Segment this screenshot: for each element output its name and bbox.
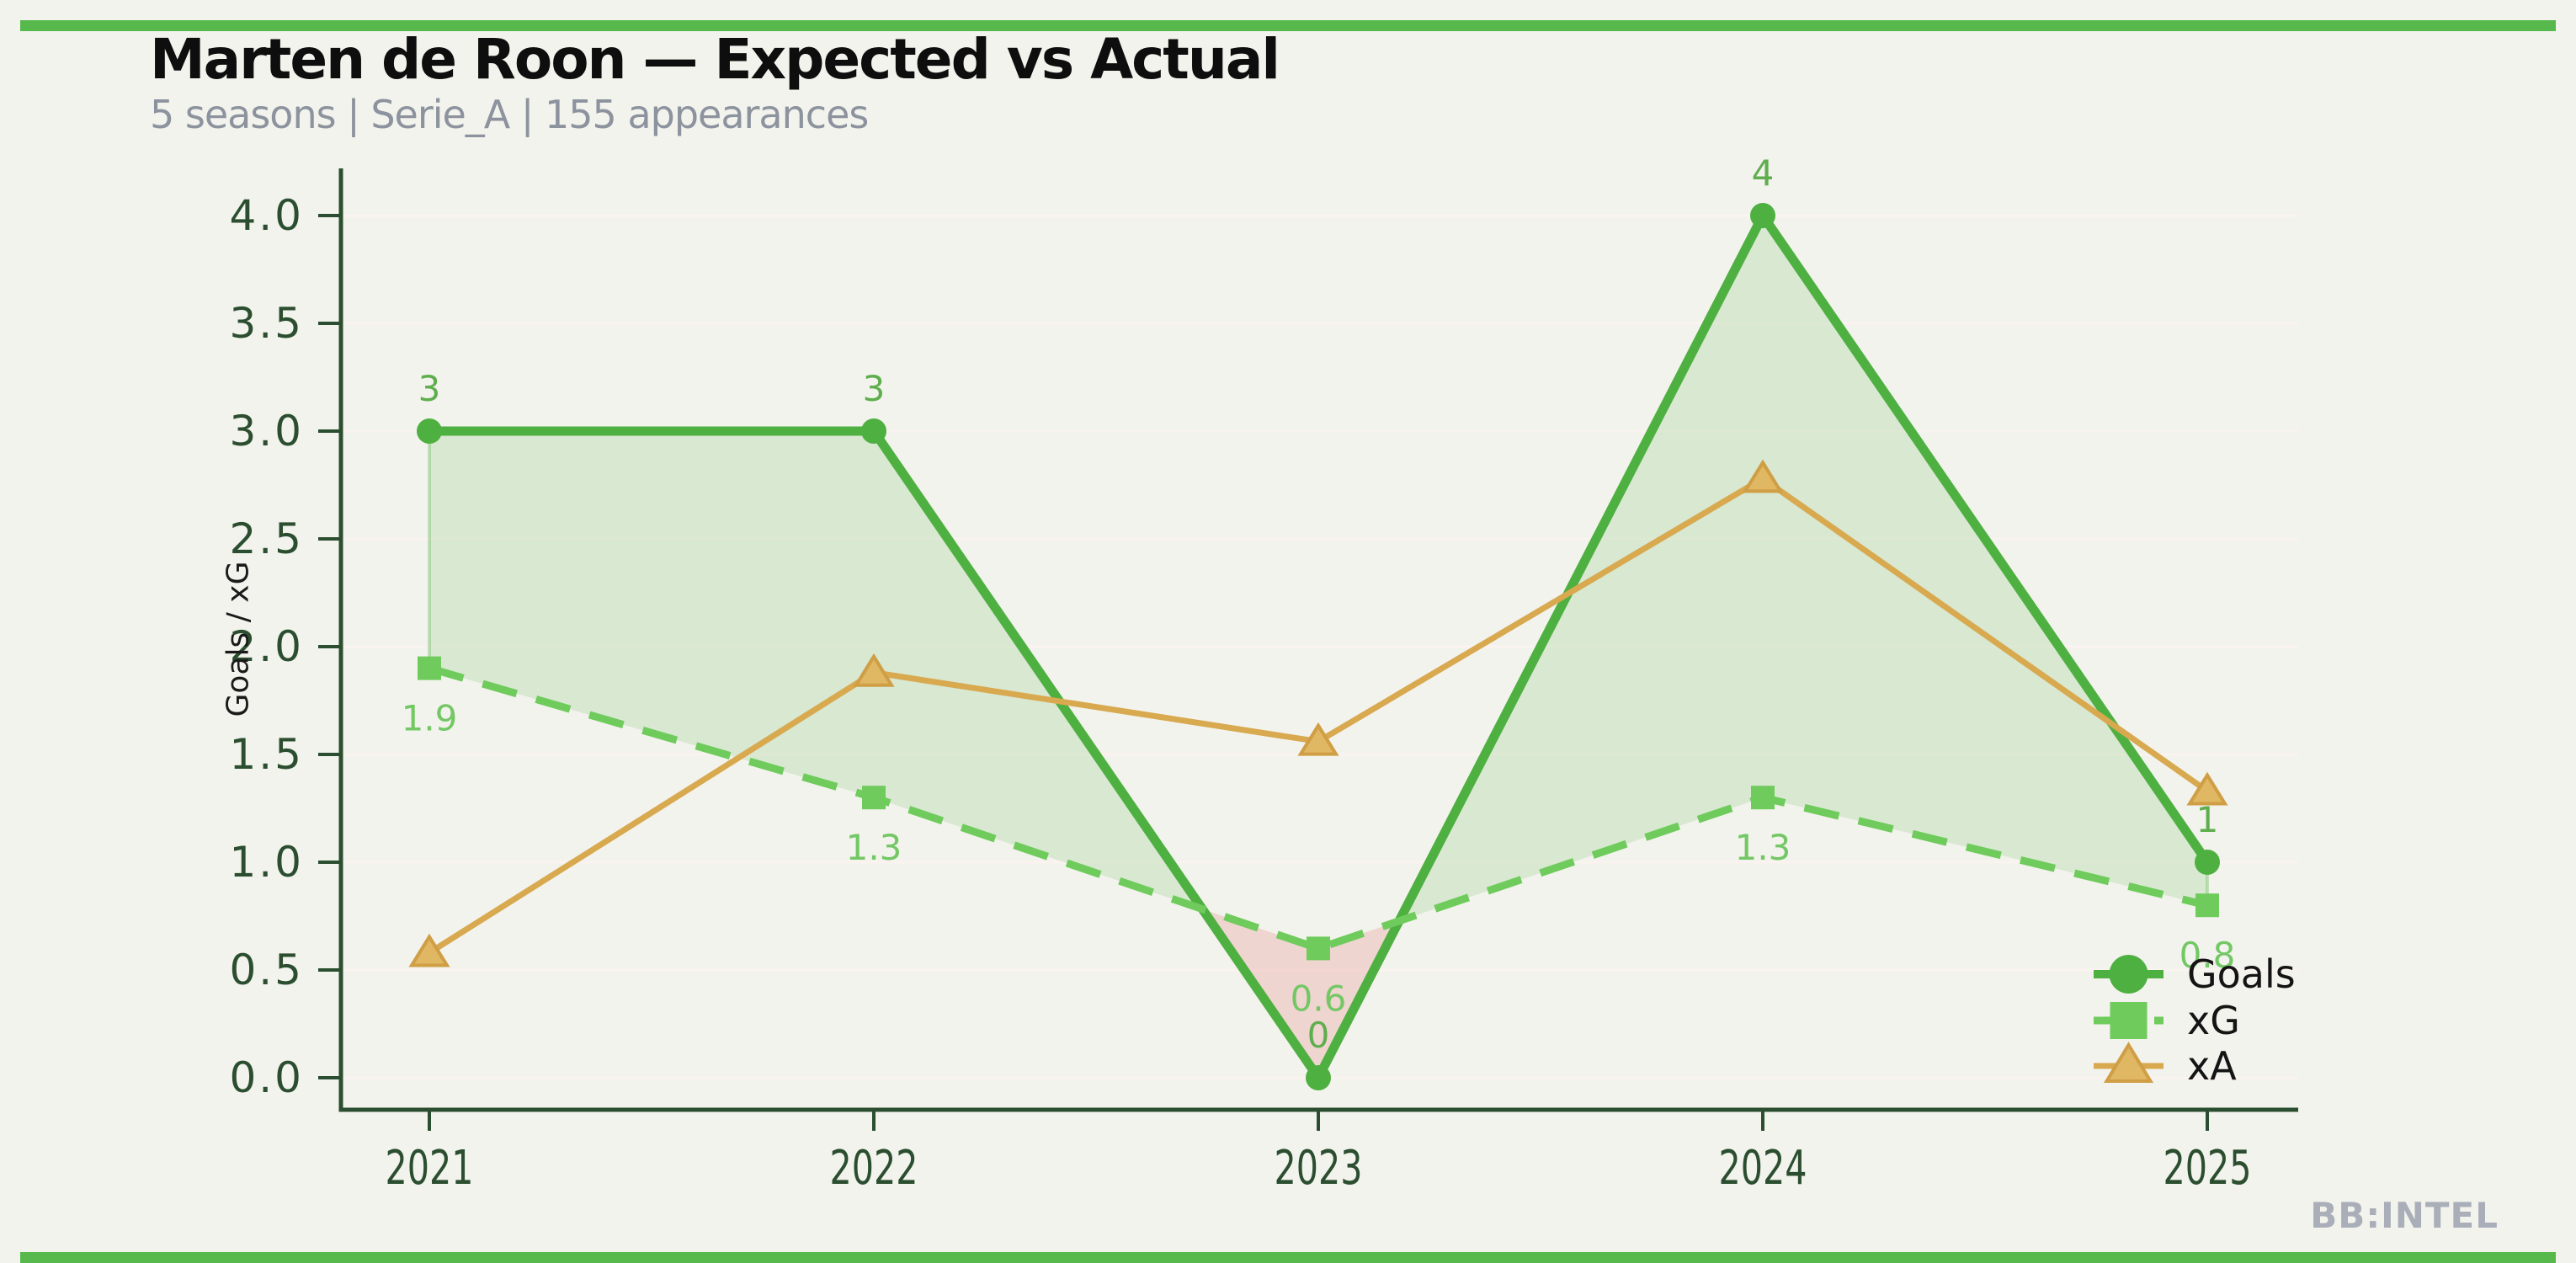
xg-value-label: 1.3 xyxy=(846,827,902,868)
xa-marker xyxy=(1742,459,1784,493)
watermark: BB:INTEL xyxy=(2310,1195,2499,1236)
y-tick-label: 3.5 xyxy=(229,299,304,348)
fill-underperformance xyxy=(1202,909,1399,1078)
xg-marker xyxy=(1751,786,1775,810)
goals-marker xyxy=(2195,850,2220,875)
axis-spines xyxy=(338,168,2298,1112)
y-tick-label: 0.5 xyxy=(229,946,304,994)
chart-title: Marten de Roon — Expected vs Actual xyxy=(150,27,1280,92)
xa-marker xyxy=(1297,722,1339,756)
y-tick-label: 3.0 xyxy=(229,407,304,456)
goals-marker xyxy=(861,418,886,444)
goals-value-label: 3 xyxy=(418,368,441,409)
xg-line xyxy=(428,664,2209,953)
legend-label-xa: xA xyxy=(2187,1043,2237,1089)
goals-value-label: 0 xyxy=(1307,1015,1330,1056)
goals-marker xyxy=(417,418,442,444)
x-tick-label: 2022 xyxy=(830,1141,918,1196)
xg-value-label: 1.9 xyxy=(402,698,458,739)
goals-value-label: 3 xyxy=(863,368,886,409)
xg-marker xyxy=(1307,936,1330,961)
goals-value-label: 4 xyxy=(1752,152,1775,194)
x-tick-label: 2025 xyxy=(2164,1141,2252,1196)
top-accent-bar xyxy=(20,20,2556,31)
xg-marker xyxy=(418,656,441,680)
y-tick-label: 0.0 xyxy=(229,1053,304,1102)
y-axis-label: Goals / xG xyxy=(221,562,256,717)
xa-marker xyxy=(853,653,895,687)
goals-marker xyxy=(1750,203,1775,228)
y-tick-label: 2.0 xyxy=(229,622,304,671)
legend-label-goals: Goals xyxy=(2187,951,2296,997)
xg-marker xyxy=(2195,893,2219,918)
y-tick-label: 2.5 xyxy=(229,514,304,563)
y-tick-label: 1.5 xyxy=(229,730,304,779)
xa-marker xyxy=(408,933,450,967)
fill-overperformance xyxy=(1399,216,2207,921)
xa-marker xyxy=(2186,771,2228,806)
chart-subtitle: 5 seasons | Serie_A | 155 appearances xyxy=(150,92,869,138)
y-tick-label: 1.0 xyxy=(229,838,304,887)
legend-goals-marker xyxy=(2109,955,2148,994)
legend-xg-marker xyxy=(2110,1002,2148,1039)
x-tick-label: 2023 xyxy=(1275,1141,1363,1196)
xg-value-label: 1.3 xyxy=(1735,827,1791,868)
bottom-accent-bar xyxy=(20,1252,2556,1263)
xg-value-label: 0.8 xyxy=(2179,935,2236,976)
x-tick-label: 2021 xyxy=(386,1141,474,1196)
x-tick-label: 2024 xyxy=(1719,1141,1807,1196)
xg-value-label: 0.6 xyxy=(1291,978,1347,1019)
y-tick-label: 4.0 xyxy=(229,191,304,240)
goals-value-label: 1 xyxy=(2196,799,2219,840)
xg-marker xyxy=(862,786,886,810)
fill-overperformance xyxy=(429,431,1203,909)
goals-marker xyxy=(1306,1065,1331,1090)
chart-header: Marten de Roon — Expected vs Actual 5 se… xyxy=(150,27,1280,138)
legend-label-xg: xG xyxy=(2187,998,2240,1043)
legend-xa-marker xyxy=(2103,1042,2154,1083)
